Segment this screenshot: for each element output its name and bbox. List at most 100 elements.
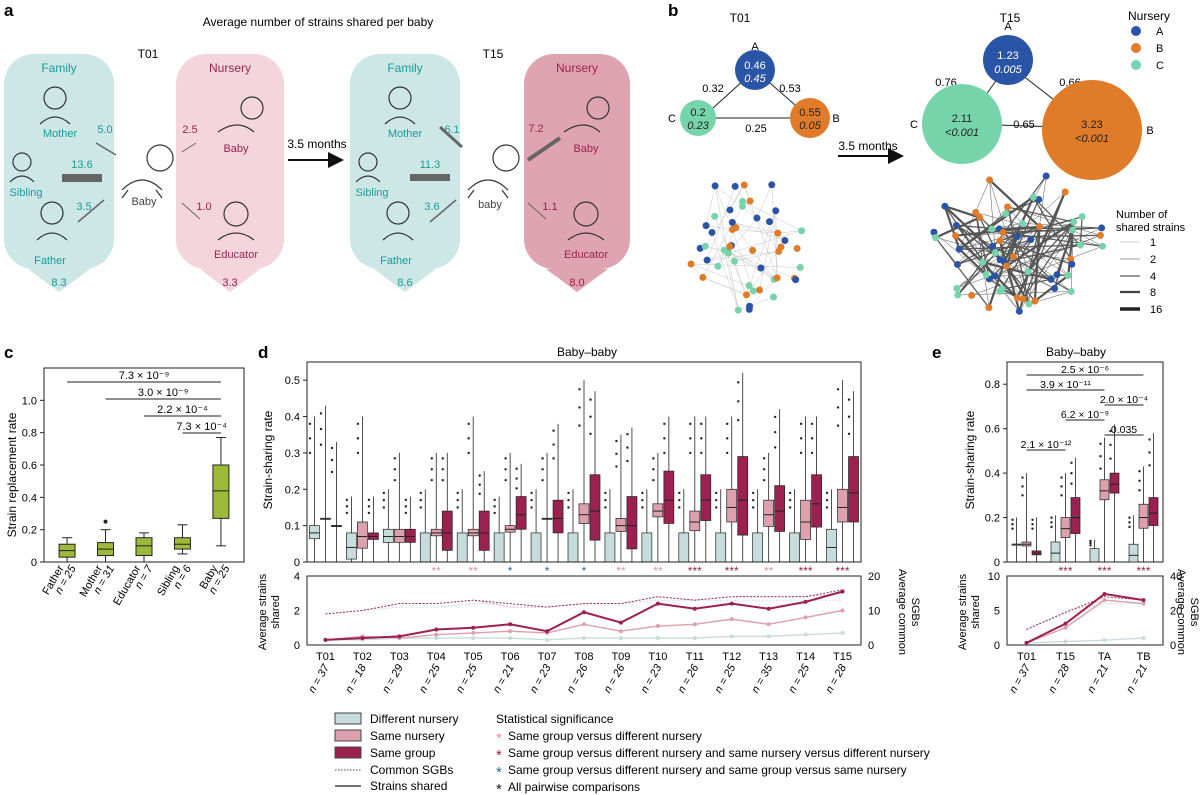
panel-d-strains-point [508,629,513,634]
panel-d-outlier [751,498,755,502]
panel-e-box [1099,479,1110,501]
panel-e-significance: *** [1058,564,1072,578]
network-t15-edge [1006,265,1055,289]
node-b-v2-t01: 0.05 [799,120,821,132]
panel-label-e: e [932,343,941,362]
panel-d-ytick-label: 0.4 [285,412,300,424]
educator-label-right: Educator [564,249,608,261]
panel-d-outlier [652,478,655,482]
panel-b-t15: T15 [1000,11,1021,25]
network-t15-node [998,285,1006,293]
panel-b-t01: T01 [730,11,751,25]
network-t01-edge [707,230,802,261]
panel-e-outlier [1070,461,1073,464]
panel-e-axes-frame-top [1006,361,1164,563]
panel-d-strains-point [803,632,808,637]
panel-e-outlier [1148,451,1151,454]
nursery-baby-icon-right [563,96,610,133]
panel-d-outlier [663,422,666,426]
network-t15-edge [1004,261,1055,289]
family-panel-right [350,54,460,269]
panel-d-strains-point [803,615,808,620]
panel-d-strains-point [840,589,845,594]
network-t01-edge [756,184,772,219]
panel-d-outlier [367,498,371,502]
panel-d-outlier [604,498,607,502]
network-t15-edge [1002,232,1052,280]
educator-icon-right [567,201,605,241]
network-t01-node [701,242,709,250]
panel-e-strains-point [1063,625,1068,630]
panel-d-outlier [345,498,349,502]
legend-sig-4: All pairwise comparisons [508,780,640,794]
network-t01-node [702,222,710,230]
network-t01-node [796,263,804,271]
panel-d-strains-point [618,620,623,625]
network-t15-node [941,202,949,210]
panel-d-xtick-n: n = 26 [676,662,702,696]
panel-e-xtick-label: TA [1098,651,1112,663]
node-a-label-t15: A [1004,21,1012,33]
panel-e-outlier [1070,472,1073,475]
panel-e-axes-frame-bottom [1006,575,1164,646]
edge-ab-value-t01: 0.53 [779,83,800,95]
panel-c-ytick-label: 0.8 [22,428,37,440]
network-t01-edge [732,222,778,234]
panel-e-strains-point [1102,598,1107,603]
panel-d-xtick-n: n = 29 [380,663,406,696]
panel-d-outlier [589,432,592,436]
panel-d-outlier [441,457,444,460]
panel-d-outlier [567,498,570,502]
network-t15-edge [958,248,987,276]
legend-dot-b [1131,43,1141,53]
network-t01-node [734,306,742,314]
panel-d-outlier [726,422,729,426]
panel-d-outlier [515,467,518,470]
panel-d-box [419,532,431,563]
panel-d-box [382,528,394,543]
panel-d-strains-point [729,634,734,639]
panel-d-outlier [356,422,360,426]
nursery-baby-link-right [526,136,562,162]
panel-e-strains-point [1141,601,1146,606]
network-t15-edge [989,179,996,253]
panel-d-outlier [652,457,655,460]
panel-d-outlier [762,478,766,482]
panel-d-outlier [751,506,755,509]
panel-e-strains-point [1024,640,1029,645]
panel-d-xtick-n: n = 25 [454,662,480,696]
edge-ac-value-t01: 0.32 [702,83,723,95]
panel-e-outlier [1060,485,1063,488]
panel-d-significance: * [582,564,587,578]
panel-e-significance: *** [1136,564,1150,578]
panel-label-d: d [258,343,268,362]
panel-d-outlier [604,506,607,509]
panel-c-bracket-p: 7.3 × 10⁻⁴ [176,421,227,433]
panel-d-strains-point [692,606,697,611]
network-t15-node [1051,284,1059,292]
nursery-baby-label-left: Baby [223,143,249,155]
panel-d-box [737,456,749,536]
network-t01-edge [777,230,802,234]
node-b-t01 [790,98,830,138]
network-t01-node [745,305,753,313]
panel-d-ytick-label: 0 [294,557,300,569]
node-a-v2-t01: 0.45 [744,73,766,85]
panel-d-outlier [700,437,703,440]
panel-d-significance: ** [653,564,663,578]
panel-e-outlier [1060,494,1063,497]
sibling-value-right: 11.3 [420,159,441,171]
panel-d-box [604,532,616,563]
network-t01-edge [729,184,745,211]
panel-d-outlier [788,506,792,509]
network-t15-edge [958,196,1034,250]
panel-d-outlier [456,506,459,509]
panel-e-sgb-line [1026,603,1144,630]
network-t15-edge [1055,229,1074,276]
network-t01-node [770,293,778,301]
network-t01-node [699,273,707,281]
network-t01-edge [707,251,779,261]
father-label-right: Father [380,255,412,267]
panel-d-ytick-bottom-left: 4 [294,571,300,583]
network-t15-node [979,258,987,266]
